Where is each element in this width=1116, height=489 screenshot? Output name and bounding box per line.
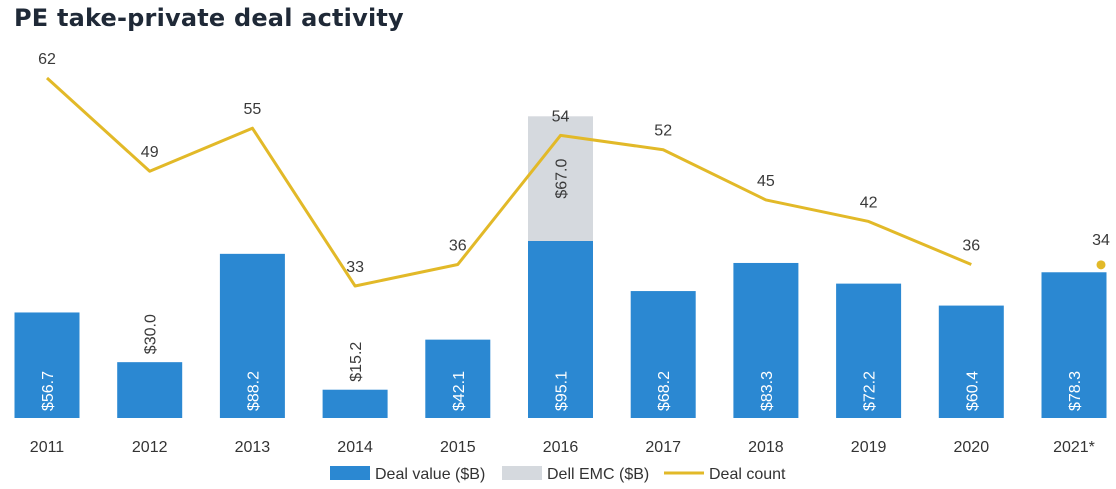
x-tick-label: 2012 xyxy=(132,439,168,456)
deal-count-label: 54 xyxy=(552,108,570,125)
x-tick-label: 2019 xyxy=(851,439,887,456)
x-tick-label: 2016 xyxy=(543,439,579,456)
deal-value-label: $83.3 xyxy=(759,371,776,411)
deal-count-label: 42 xyxy=(860,194,878,211)
deal-value-bar xyxy=(938,305,1004,418)
legend-label-deal-count: Deal count xyxy=(709,466,786,483)
x-tick-label: 2018 xyxy=(748,439,784,456)
deal-count-label: 55 xyxy=(244,101,262,118)
legend-swatch-deal-value xyxy=(330,466,370,480)
deal-value-label: $95.1 xyxy=(554,371,571,411)
deal-count-line xyxy=(45,76,972,288)
deal-value-bar xyxy=(14,312,80,418)
dell-emc-label: $67.0 xyxy=(554,159,571,199)
deal-count-point xyxy=(1096,260,1106,270)
deal-count-label: 49 xyxy=(141,144,159,161)
deal-value-bar xyxy=(630,291,696,418)
deal-value-label: $68.2 xyxy=(656,371,673,411)
deal-count-label: 62 xyxy=(38,51,56,68)
deal-count-label: 33 xyxy=(346,259,364,276)
deal-count-label: 36 xyxy=(449,237,467,254)
x-tick-label: 2017 xyxy=(645,439,681,456)
x-tick-label: 2015 xyxy=(440,439,476,456)
deal-value-bar xyxy=(322,389,388,418)
x-tick-label: 2020 xyxy=(954,439,990,456)
deal-count-label: 45 xyxy=(757,173,775,190)
deal-value-label: $78.3 xyxy=(1067,371,1084,411)
x-tick-label: 2014 xyxy=(337,439,373,456)
legend-label-dell-emc: Dell EMC ($B) xyxy=(547,466,649,483)
x-tick-label: 2011 xyxy=(30,439,65,456)
deal-value-bar xyxy=(528,241,593,418)
deal-value-bar xyxy=(117,362,183,418)
deal-count-label: 36 xyxy=(962,237,980,254)
legend-label-deal-value: Deal value ($B) xyxy=(375,466,485,483)
deal-value-label: $88.2 xyxy=(245,371,262,411)
deal-value-bar xyxy=(1041,272,1107,418)
deal-value-label: $56.7 xyxy=(40,371,57,411)
deal-value-label: $30.0 xyxy=(143,314,160,354)
x-tick-label: 2021* xyxy=(1053,439,1095,456)
deal-value-label: $72.2 xyxy=(862,371,879,411)
deal-value-bar xyxy=(836,283,902,418)
deal-count-label: 52 xyxy=(654,123,672,140)
chart-title: PE take-private deal activity xyxy=(14,4,404,32)
deal-value-label: $15.2 xyxy=(348,342,365,382)
deal-value-label: $60.4 xyxy=(964,371,981,411)
legend-swatch-dell-emc xyxy=(502,466,542,480)
deal-value-bar xyxy=(425,339,491,418)
x-tick-label: 2013 xyxy=(235,439,271,456)
deal-count-label: 34 xyxy=(1092,232,1110,249)
deal-value-bar xyxy=(733,262,799,418)
deal-value-label: $42.1 xyxy=(451,371,468,411)
deal-value-bar xyxy=(219,253,285,418)
